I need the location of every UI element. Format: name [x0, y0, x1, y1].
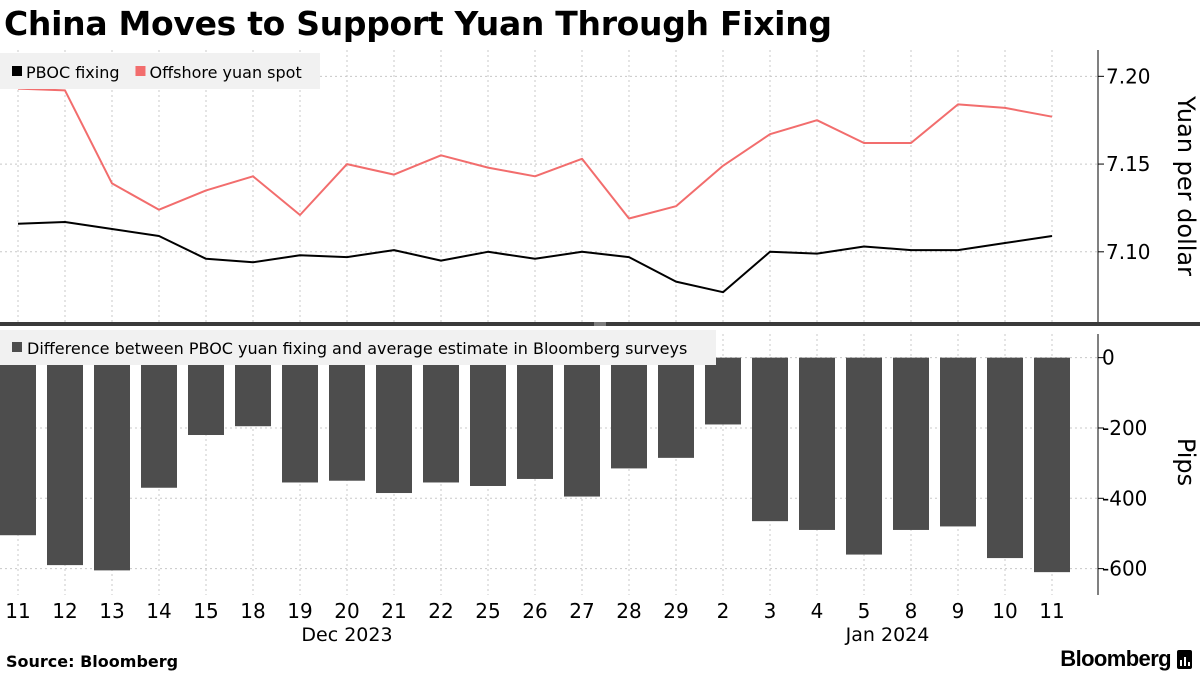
- x-tick-label: 21: [381, 599, 406, 623]
- x-tick-label: 4: [811, 599, 824, 623]
- legend-label: Difference between PBOC yuan fixing and …: [27, 339, 687, 358]
- y-axis-title: Yuan per dollar: [1172, 95, 1200, 276]
- y-tick-label: 7.10: [1106, 240, 1151, 264]
- bar: [0, 357, 36, 536]
- bar: [705, 357, 741, 425]
- y-tick-label: -400: [1102, 486, 1147, 510]
- divider-bar: [0, 322, 1200, 326]
- bar: [470, 357, 506, 486]
- x-tick-label: 2: [717, 599, 730, 623]
- y-tick-label: 7.20: [1106, 64, 1151, 88]
- x-tick-label: 22: [428, 599, 453, 623]
- x-tick-label: 12: [52, 599, 77, 623]
- x-tick-label: 5: [858, 599, 871, 623]
- legend-swatch: [12, 342, 22, 352]
- x-tick-label: 27: [569, 599, 594, 623]
- bar: [141, 357, 177, 488]
- bar: [799, 357, 835, 530]
- bar-panel-y-axis: 0 -200 -400 -600 Pips: [1097, 334, 1200, 595]
- chart-title: China Moves to Support Yuan Through Fixi…: [4, 4, 832, 43]
- bar-panel-legend: Difference between PBOC yuan fixing and …: [0, 330, 716, 365]
- series-line-pboc-fixing: [17, 221, 1053, 294]
- y-tick-label: -600: [1102, 557, 1147, 581]
- bar: [94, 357, 130, 571]
- legend-swatch: [12, 66, 22, 76]
- line-panel: 7.10 7.15 7.20 Yuan per dollar PBOC fixing O…: [0, 50, 1200, 322]
- legend-background: [0, 330, 716, 365]
- bar: [376, 357, 412, 494]
- bar: [517, 357, 553, 479]
- bar: [940, 357, 976, 527]
- x-tick-label: 14: [146, 599, 171, 623]
- x-tick-label: 29: [663, 599, 688, 623]
- bar: [235, 357, 271, 427]
- x-tick-label: 9: [952, 599, 965, 623]
- x-tick-label: 20: [334, 599, 359, 623]
- x-tick-label: 3: [764, 599, 777, 623]
- bar: [47, 357, 83, 566]
- bar-panel: 0 -200 -400 -600 Pips Difference between PBO…: [0, 330, 1200, 595]
- x-tick-label: 11: [1039, 599, 1064, 623]
- y-tick-label: 7.15: [1106, 152, 1151, 176]
- line-panel-legend: PBOC fixing Offshore yuan spot: [0, 53, 320, 89]
- source-note: Source: Bloomberg: [6, 652, 179, 671]
- bar: [846, 357, 882, 555]
- series-line-offshore-yuan-spot: [17, 87, 1053, 220]
- bar: [752, 357, 788, 522]
- x-tick-label: 19: [287, 599, 312, 623]
- x-tick-label: 11: [5, 599, 30, 623]
- y-tick-label: -200: [1102, 416, 1147, 440]
- panel-divider: [0, 322, 1200, 326]
- x-tick-label: 18: [240, 599, 265, 623]
- line-panel-gridlines: [0, 50, 1098, 322]
- x-group-label: Dec 2023: [301, 624, 392, 646]
- x-tick-label: 26: [522, 599, 547, 623]
- y-axis-title: Pips: [1172, 438, 1200, 486]
- x-tick-label: 28: [616, 599, 641, 623]
- legend-swatch: [135, 66, 146, 76]
- brand-name: Bloomberg: [1060, 646, 1171, 671]
- legend-label: PBOC fixing: [26, 63, 119, 82]
- line-panel-series: [17, 87, 1053, 294]
- bar: [658, 357, 694, 458]
- bar: [893, 357, 929, 530]
- bar-panel-bars: [0, 357, 1070, 573]
- line-panel-y-axis: 7.10 7.15 7.20 Yuan per dollar: [1097, 50, 1200, 322]
- bar: [188, 357, 224, 436]
- x-tick-label: 10: [992, 599, 1017, 623]
- bloomberg-terminal-icon: [1177, 649, 1192, 669]
- x-tick-label: 13: [99, 599, 124, 623]
- bar: [564, 357, 600, 497]
- y-tick-label: 0: [1102, 346, 1115, 370]
- bar: [282, 357, 318, 483]
- bar: [423, 357, 459, 483]
- bar: [1034, 357, 1070, 573]
- x-tick-label: 8: [905, 599, 918, 623]
- bar: [987, 357, 1023, 559]
- brand-logo: Bloomberg: [1060, 646, 1192, 672]
- legend-background: [0, 53, 320, 89]
- x-tick-label: 25: [475, 599, 500, 623]
- x-tick-label: 15: [193, 599, 218, 623]
- x-group-label: Jan 2024: [845, 624, 930, 646]
- x-axis: 11 12 13 14 15 18 19 20 21 22 25 26 27 28 29 2 3 4 5 8 9 10 11…: [5, 599, 1064, 646]
- bar: [329, 357, 365, 481]
- legend-label: Offshore yuan spot: [149, 63, 301, 82]
- bar: [611, 357, 647, 469]
